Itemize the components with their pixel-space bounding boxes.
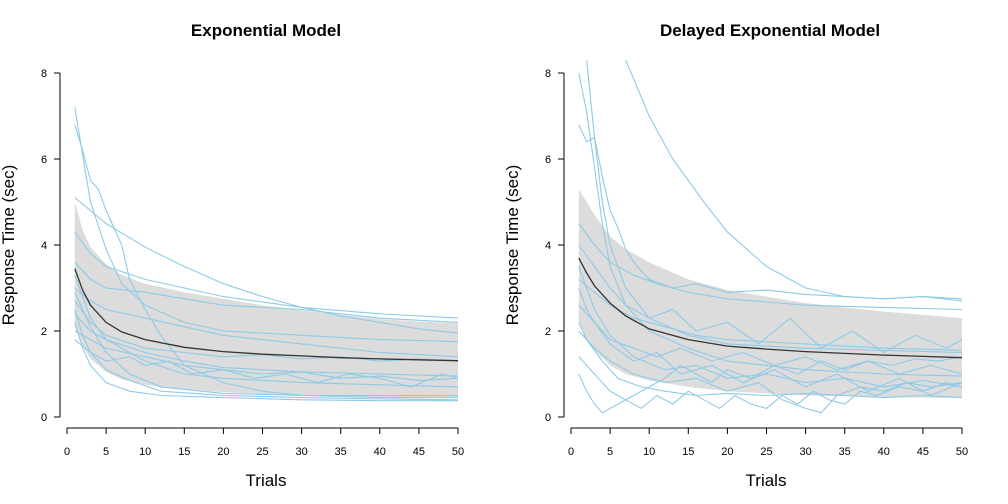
subject-line-12 — [578, 356, 963, 410]
x-tick-label: 25 — [760, 446, 772, 458]
y-tick-label: 0 — [41, 412, 47, 424]
panel-title: Delayed Exponential Model — [660, 21, 880, 40]
y-tick-label: 6 — [545, 154, 551, 166]
subject-line-14 — [74, 339, 459, 388]
x-tick-label: 50 — [956, 446, 968, 458]
y-tick-label: 0 — [545, 412, 551, 424]
credible-band — [74, 202, 459, 399]
subject-line-10 — [578, 322, 963, 399]
y-tick-label: 2 — [41, 326, 47, 338]
subject-line-9 — [74, 309, 459, 401]
x-axis-label: Trials — [746, 471, 787, 490]
y-tick-label: 8 — [41, 68, 47, 80]
subject-line-4 — [74, 231, 459, 319]
subject-line-13 — [74, 287, 459, 358]
x-axis: 0 5 10 15 20 25 30 35 40 45 50 — [64, 427, 464, 458]
panel-exponential-model: Exponential Model Response Time (sec) Tr… — [0, 21, 464, 490]
subject-line-1 — [74, 107, 459, 343]
x-tick-label: 15 — [178, 446, 190, 458]
x-tick-label: 50 — [452, 446, 464, 458]
subject-line-13 — [578, 330, 963, 414]
subject-line-5 — [74, 261, 459, 323]
subject-line-7 — [74, 292, 458, 397]
y-tick-label: 6 — [41, 154, 47, 166]
x-tick-label: 10 — [643, 446, 655, 458]
credible-band — [578, 189, 962, 399]
subject-line-8 — [74, 300, 459, 362]
subject-line-7 — [578, 266, 963, 388]
y-axis: 0 2 4 6 8 — [41, 68, 61, 424]
data-layer — [578, 59, 963, 414]
x-tick-label: 40 — [374, 446, 386, 458]
y-tick-label: 8 — [545, 68, 551, 80]
x-tick-label: 30 — [799, 446, 811, 458]
plot-area: 0 2 4 6 8 0 5 10 15 20 25 30 35 40 45 50 — [41, 68, 464, 458]
x-tick-label: 0 — [64, 446, 70, 458]
subject-line-6 — [578, 244, 963, 354]
subject-line-9 — [578, 304, 963, 375]
subject-line-4 — [578, 124, 963, 300]
x-tick-label: 45 — [917, 446, 929, 458]
x-tick-label: 0 — [568, 446, 574, 458]
subject-line-14 — [578, 278, 963, 351]
subject-line-3 — [74, 197, 459, 334]
x-tick-label: 30 — [295, 446, 307, 458]
panel-title: Exponential Model — [191, 21, 341, 40]
y-axis-label: Response Time (sec) — [503, 165, 522, 326]
mean-curve — [74, 268, 459, 362]
x-tick-label: 15 — [682, 446, 694, 458]
subject-line-12 — [74, 330, 459, 381]
mean-curve — [578, 257, 963, 359]
x-tick-label: 5 — [103, 446, 109, 458]
x-tick-label: 35 — [839, 446, 851, 458]
y-axis-label: Response Time (sec) — [0, 165, 18, 326]
panel-delayed-exponential-model: Delayed Exponential Model Response Time … — [503, 21, 968, 490]
subject-line-8 — [578, 287, 963, 397]
x-tick-label: 10 — [139, 446, 151, 458]
y-tick-label: 4 — [545, 240, 551, 252]
x-tick-label: 5 — [607, 446, 613, 458]
subject-line-6 — [74, 274, 459, 388]
y-tick-label: 4 — [41, 240, 47, 252]
x-axis: 0 5 10 15 20 25 30 35 40 45 50 — [568, 427, 968, 458]
subject-line-10 — [74, 313, 459, 377]
subject-line-5 — [578, 223, 963, 311]
y-axis: 0 2 4 6 8 — [545, 68, 565, 424]
x-tick-label: 20 — [217, 446, 229, 458]
data-layer — [74, 107, 459, 402]
subject-line-2 — [625, 59, 963, 302]
x-tick-label: 20 — [721, 446, 733, 458]
plot-area: 0 2 4 6 8 0 5 10 15 20 25 30 35 40 45 50 — [545, 59, 968, 458]
x-tick-label: 45 — [413, 446, 425, 458]
subject-line-2 — [74, 124, 458, 399]
x-tick-label: 40 — [878, 446, 890, 458]
subject-line-11 — [74, 322, 458, 402]
subject-line-3 — [578, 72, 963, 377]
x-tick-label: 25 — [256, 446, 268, 458]
subject-line-11 — [578, 356, 963, 414]
y-tick-label: 2 — [545, 326, 551, 338]
x-axis-label: Trials — [246, 471, 287, 490]
x-tick-label: 35 — [335, 446, 347, 458]
